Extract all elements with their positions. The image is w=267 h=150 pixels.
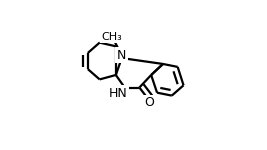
Text: HN: HN <box>109 87 127 100</box>
Text: CH₃: CH₃ <box>102 32 123 42</box>
Text: O: O <box>144 96 154 110</box>
Text: N: N <box>117 49 126 62</box>
